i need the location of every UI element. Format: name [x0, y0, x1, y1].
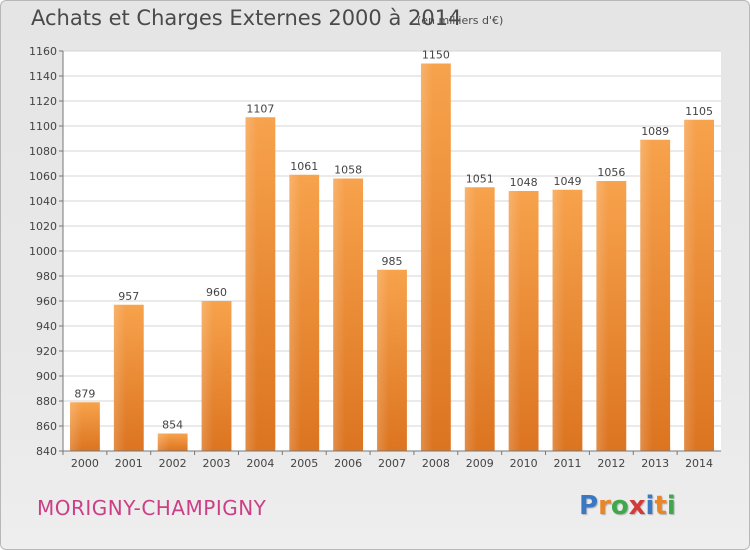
x-tick-label: 2003: [203, 457, 231, 470]
y-tick-label: 880: [36, 395, 57, 408]
bar-value-label: 879: [74, 387, 95, 400]
bar-value-label: 1061: [290, 160, 318, 173]
y-tick-label: 900: [36, 370, 57, 383]
logo-letter: i: [666, 491, 676, 521]
x-tick-label: 2000: [71, 457, 99, 470]
bar-value-label: 1058: [334, 164, 362, 177]
bar-highlight: [684, 119, 697, 451]
y-tick-label: 840: [36, 445, 57, 458]
y-tick-label: 940: [36, 320, 57, 333]
y-tick-label: 980: [36, 270, 57, 283]
y-tick-label: 1120: [29, 95, 57, 108]
bar-value-label: 1051: [466, 172, 494, 185]
chart-title: Achats et Charges Externes 2000 à 2014: [31, 6, 462, 30]
logo-letter: o: [610, 491, 629, 521]
bar-highlight: [377, 269, 390, 451]
bar-highlight: [201, 301, 214, 451]
bar-highlight: [245, 117, 258, 451]
bar-value-label: 1150: [422, 49, 450, 62]
y-tick-label: 1020: [29, 220, 57, 233]
logo-letter: P: [579, 491, 599, 521]
bar-highlight: [333, 178, 346, 451]
logo-letter: i: [645, 491, 655, 521]
y-tick-label: 860: [36, 420, 57, 433]
bar-value-label: 1105: [685, 105, 713, 118]
commune-name: MORIGNY-CHAMPIGNY: [37, 496, 267, 520]
x-tick-label: 2008: [422, 457, 450, 470]
x-tick-label: 2006: [334, 457, 362, 470]
y-tick-label: 1100: [29, 120, 57, 133]
bar-highlight: [157, 433, 170, 451]
x-tick-label: 2002: [159, 457, 187, 470]
x-tick-label: 2007: [378, 457, 406, 470]
bar-highlight: [596, 181, 609, 451]
y-tick-label: 1060: [29, 170, 57, 183]
bar-value-label: 960: [206, 286, 227, 299]
y-tick-label: 1140: [29, 70, 57, 83]
x-tick-label: 2014: [685, 457, 713, 470]
bar-value-label: 1107: [246, 102, 274, 115]
bar-highlight: [464, 187, 477, 451]
bar-highlight: [289, 174, 302, 451]
proxiti-logo: Proxiti: [579, 491, 676, 521]
bar-highlight: [552, 189, 565, 451]
y-tick-label: 1080: [29, 145, 57, 158]
y-tick-label: 920: [36, 345, 57, 358]
bar-value-label: 957: [118, 290, 139, 303]
x-tick-label: 2013: [641, 457, 669, 470]
x-tick-label: 2001: [115, 457, 143, 470]
x-tick-label: 2005: [290, 457, 318, 470]
bar-value-label: 1056: [597, 166, 625, 179]
logo-letter: r: [598, 491, 611, 521]
y-tick-label: 1040: [29, 195, 57, 208]
bar-value-label: 1048: [510, 176, 538, 189]
bar-highlight: [70, 402, 82, 451]
x-tick-label: 2009: [466, 457, 494, 470]
x-tick-label: 2004: [246, 457, 274, 470]
y-tick-label: 1000: [29, 245, 57, 258]
chart-subtitle: (en milliers d'€): [417, 14, 504, 27]
logo-letter: t: [654, 491, 667, 521]
bar-value-label: 985: [382, 255, 403, 268]
y-tick-label: 1160: [29, 45, 57, 58]
x-tick-label: 2012: [597, 457, 625, 470]
bar-value-label: 1049: [553, 175, 581, 188]
x-tick-label: 2011: [553, 457, 581, 470]
bar-highlight: [113, 304, 126, 451]
logo-letter: x: [628, 491, 646, 521]
bar-highlight: [420, 63, 433, 451]
y-tick-label: 960: [36, 295, 57, 308]
bar-highlight: [508, 191, 521, 451]
bar-value-label: 1089: [641, 125, 669, 138]
x-tick-label: 2010: [510, 457, 538, 470]
bar-value-label: 854: [162, 419, 183, 432]
bar-highlight: [640, 139, 653, 451]
